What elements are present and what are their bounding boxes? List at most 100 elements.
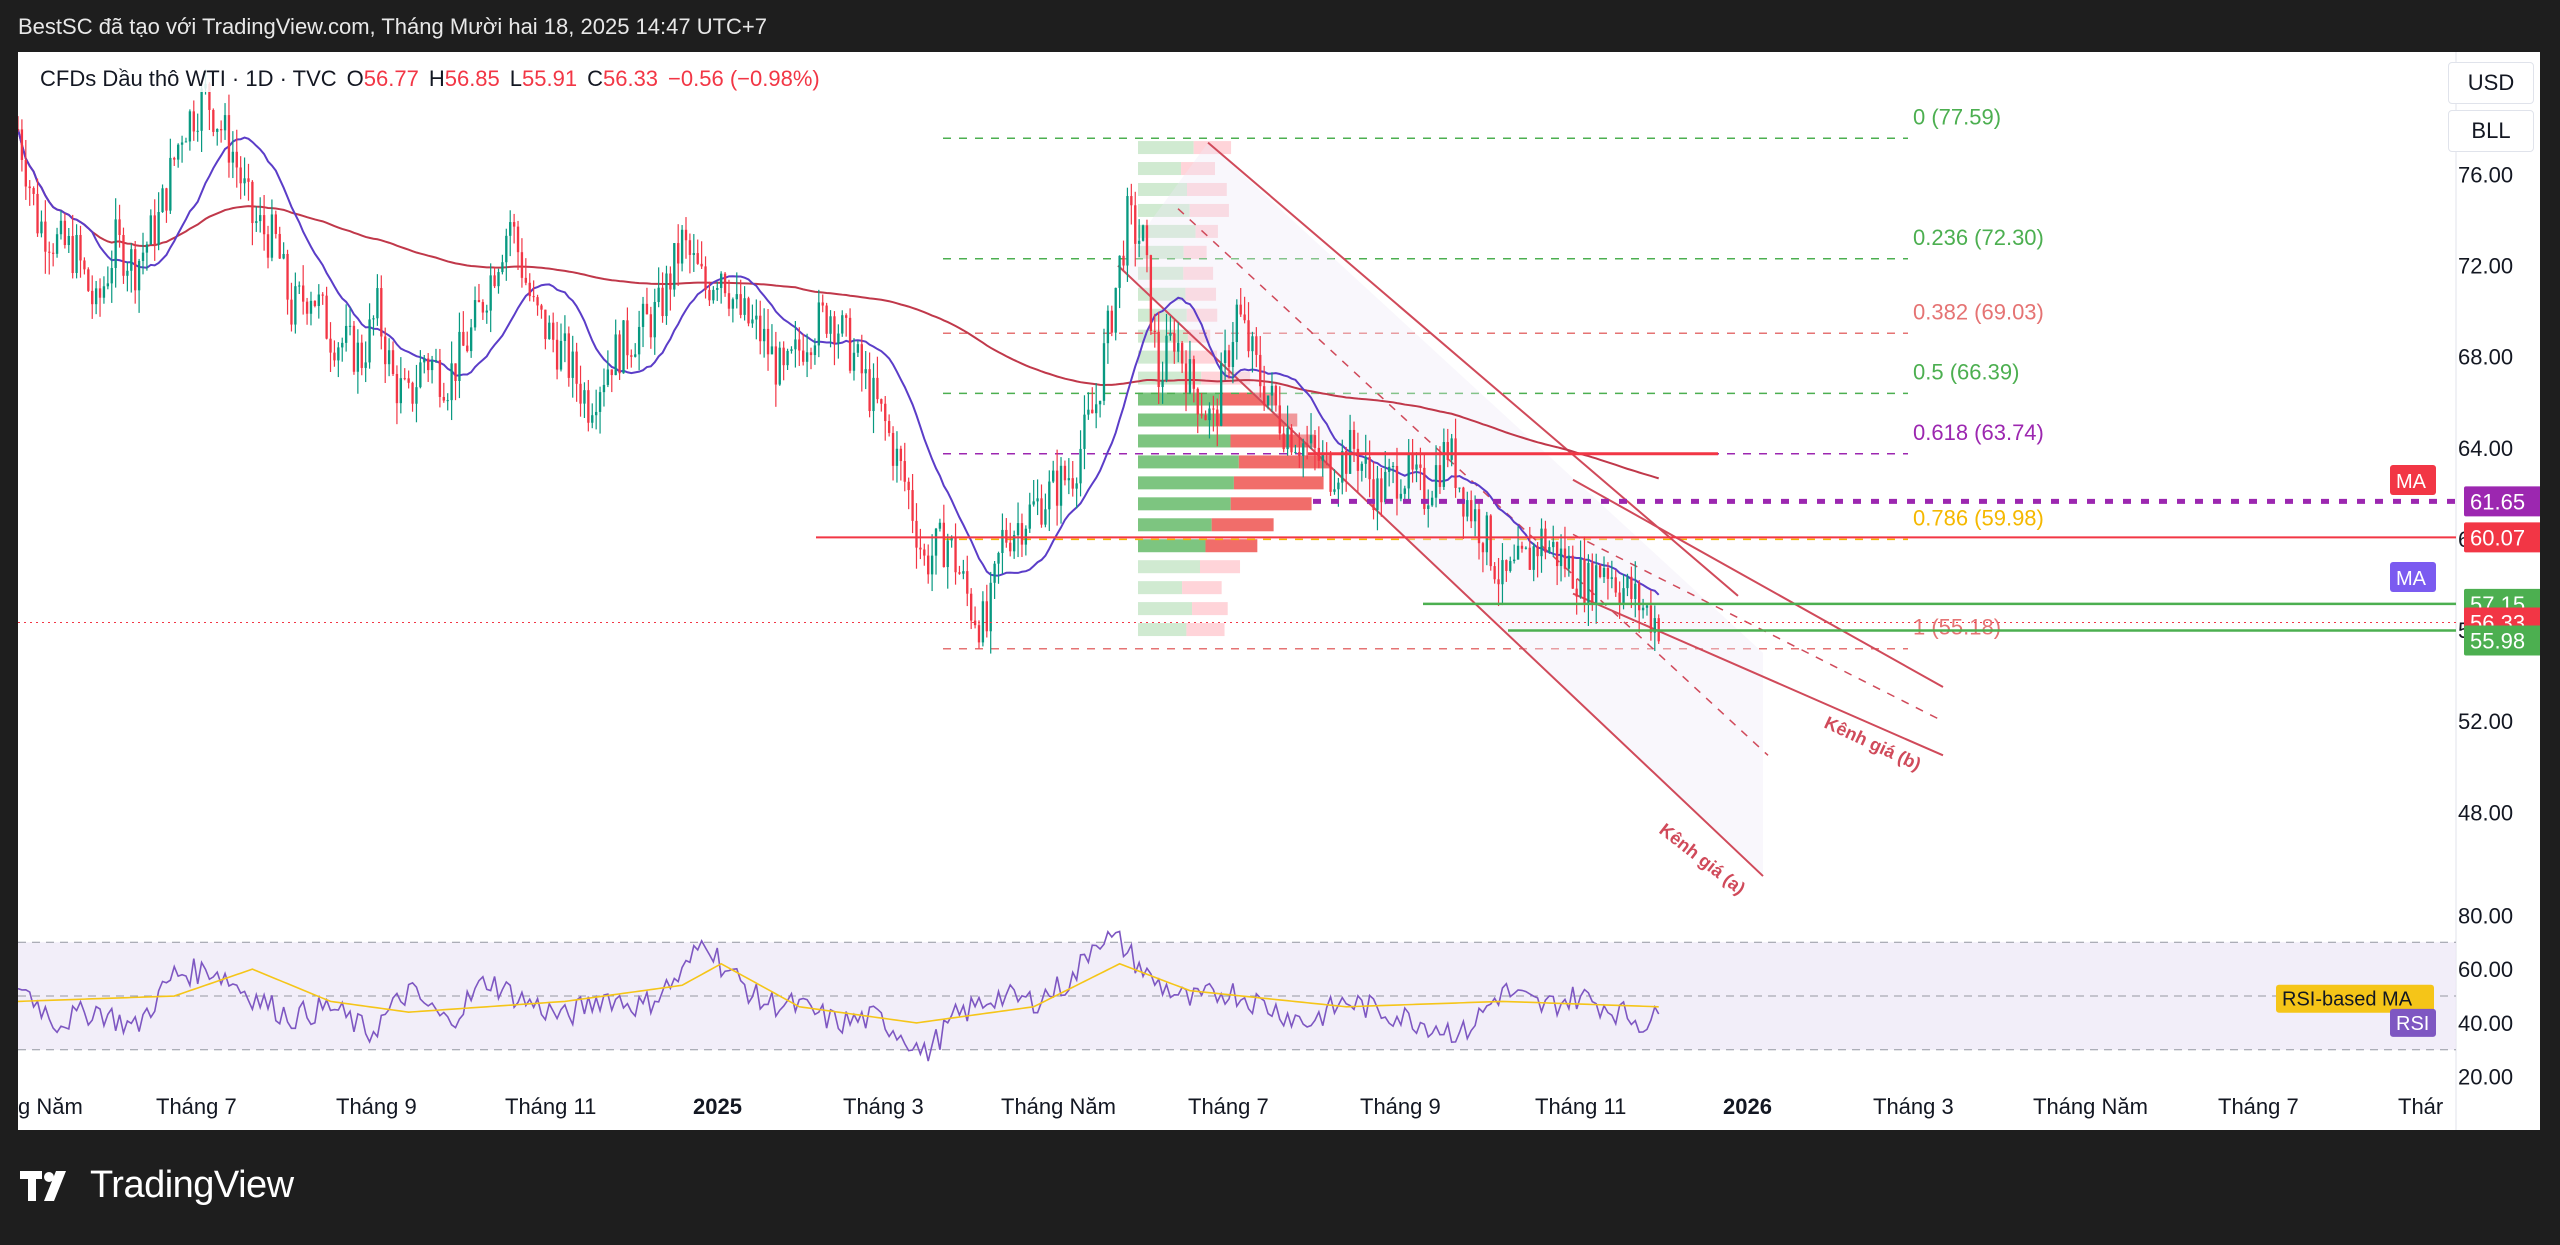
- candle-body: [247, 178, 250, 182]
- candle-body: [294, 286, 297, 325]
- unit-button[interactable]: BLL: [2448, 110, 2534, 152]
- candle-body: [825, 305, 828, 334]
- candle-body: [727, 293, 731, 309]
- candle-body: [223, 115, 227, 131]
- candle-body: [1493, 566, 1496, 580]
- candle-body: [743, 298, 746, 315]
- volume-profile-bar: [1138, 162, 1182, 176]
- candle-body: [1036, 498, 1039, 502]
- candle-body: [884, 403, 887, 422]
- candle-body: [915, 520, 918, 548]
- time-axis-label: Tháng 9: [1360, 1094, 1441, 1119]
- low-label: L: [509, 66, 523, 91]
- candle-body: [24, 159, 27, 187]
- volume-profile-bar: [1189, 203, 1229, 217]
- candle-body: [200, 88, 203, 131]
- price-tick-label: 64.00: [2458, 436, 2513, 461]
- volume-profile-bar: [1182, 581, 1222, 595]
- candle-body: [657, 287, 660, 303]
- candle-body: [536, 297, 539, 306]
- candle-body: [1626, 576, 1629, 589]
- candle-body: [337, 347, 340, 361]
- candle-body: [454, 363, 457, 381]
- candle-body: [680, 229, 684, 264]
- volume-profile-bar: [1138, 141, 1194, 155]
- candle-body: [606, 369, 610, 385]
- candle-body: [395, 373, 399, 404]
- candle-body: [552, 322, 555, 340]
- candle-body: [817, 302, 820, 346]
- candle-body: [610, 369, 613, 376]
- candle-body: [911, 490, 914, 521]
- channel-b-mid: [1572, 533, 1944, 722]
- candle-body: [1571, 555, 1574, 589]
- candle-body: [1559, 548, 1563, 567]
- candle-body: [1348, 429, 1352, 474]
- candle-body: [1173, 333, 1176, 352]
- candle-body: [1638, 583, 1641, 611]
- candle-body: [118, 219, 121, 235]
- candle-body: [1114, 287, 1117, 333]
- candle-body: [1466, 500, 1469, 517]
- volume-profile-bar: [1205, 539, 1258, 553]
- candle-body: [1016, 523, 1020, 536]
- currency-button[interactable]: USD: [2448, 62, 2534, 104]
- low-value: 55.91: [522, 66, 578, 91]
- candle-body: [950, 537, 953, 541]
- candle-body: [1579, 558, 1582, 597]
- candle-body: [481, 302, 485, 313]
- candle-body: [1274, 385, 1278, 406]
- candle-body: [708, 289, 711, 301]
- candle-body: [1591, 562, 1594, 604]
- candle-body: [1415, 464, 1418, 470]
- brand-wordmark: TradingView: [90, 1164, 294, 1206]
- candle-body: [1387, 466, 1391, 472]
- candle-body: [497, 272, 500, 287]
- price-label-text: 61.65: [2470, 489, 2525, 514]
- candle-body: [1649, 605, 1653, 633]
- candle-body: [1243, 314, 1246, 321]
- candle-body: [860, 344, 863, 374]
- candle-body: [438, 360, 442, 397]
- candle-body: [1055, 470, 1059, 506]
- candle-body: [1208, 408, 1211, 421]
- candle-body: [1009, 542, 1012, 552]
- candle-body: [36, 193, 39, 234]
- time-axis-label: Tháng 7: [2218, 1094, 2299, 1119]
- candle-body: [1266, 395, 1270, 406]
- candle-body: [1040, 498, 1043, 525]
- candle-body: [231, 151, 235, 163]
- candle-body: [384, 336, 387, 365]
- candle-body: [348, 325, 352, 327]
- candle-body: [1641, 607, 1645, 611]
- high-value: 56.85: [444, 66, 500, 91]
- candle-body: [567, 333, 570, 378]
- candle-body: [309, 300, 313, 314]
- candle-body: [1653, 618, 1656, 633]
- candle-body: [1270, 385, 1274, 396]
- volume-profile-bar: [1138, 560, 1200, 574]
- volume-profile-bar: [1181, 162, 1215, 176]
- candle-body: [1407, 453, 1410, 489]
- candle-body: [1399, 493, 1403, 499]
- candle-body: [1098, 400, 1102, 405]
- candle-body: [1239, 304, 1242, 315]
- candle-body: [1157, 331, 1160, 388]
- symbol-legend: CFDs Dầu thô WTI · 1D · TVC O56.77 H56.8…: [34, 66, 826, 92]
- candle-body: [1278, 405, 1281, 434]
- candle-body: [762, 328, 766, 342]
- candle-body: [1505, 560, 1508, 571]
- candle-body: [305, 301, 309, 314]
- candle-body: [1391, 465, 1395, 467]
- candle-body: [208, 83, 211, 110]
- time-axis-label: Tháng Năm: [1001, 1094, 1116, 1119]
- candle-body: [973, 620, 977, 626]
- time-axis-label: Tháng 11: [1535, 1094, 1626, 1119]
- candle-body: [805, 352, 809, 362]
- candle-body: [1446, 442, 1449, 460]
- price-chart-svg[interactable]: 0 (77.59) 0.236 (72.30) 0.382 (69.03) 0.5 (…: [16, 52, 2548, 1130]
- candle-body: [598, 392, 602, 412]
- candle-body: [1368, 456, 1371, 480]
- chart-panel[interactable]: 0 (77.59) 0.236 (72.30) 0.382 (69.03) 0.5 (…: [16, 52, 2548, 1130]
- tradingview-logo[interactable]: TradingView: [20, 1164, 294, 1207]
